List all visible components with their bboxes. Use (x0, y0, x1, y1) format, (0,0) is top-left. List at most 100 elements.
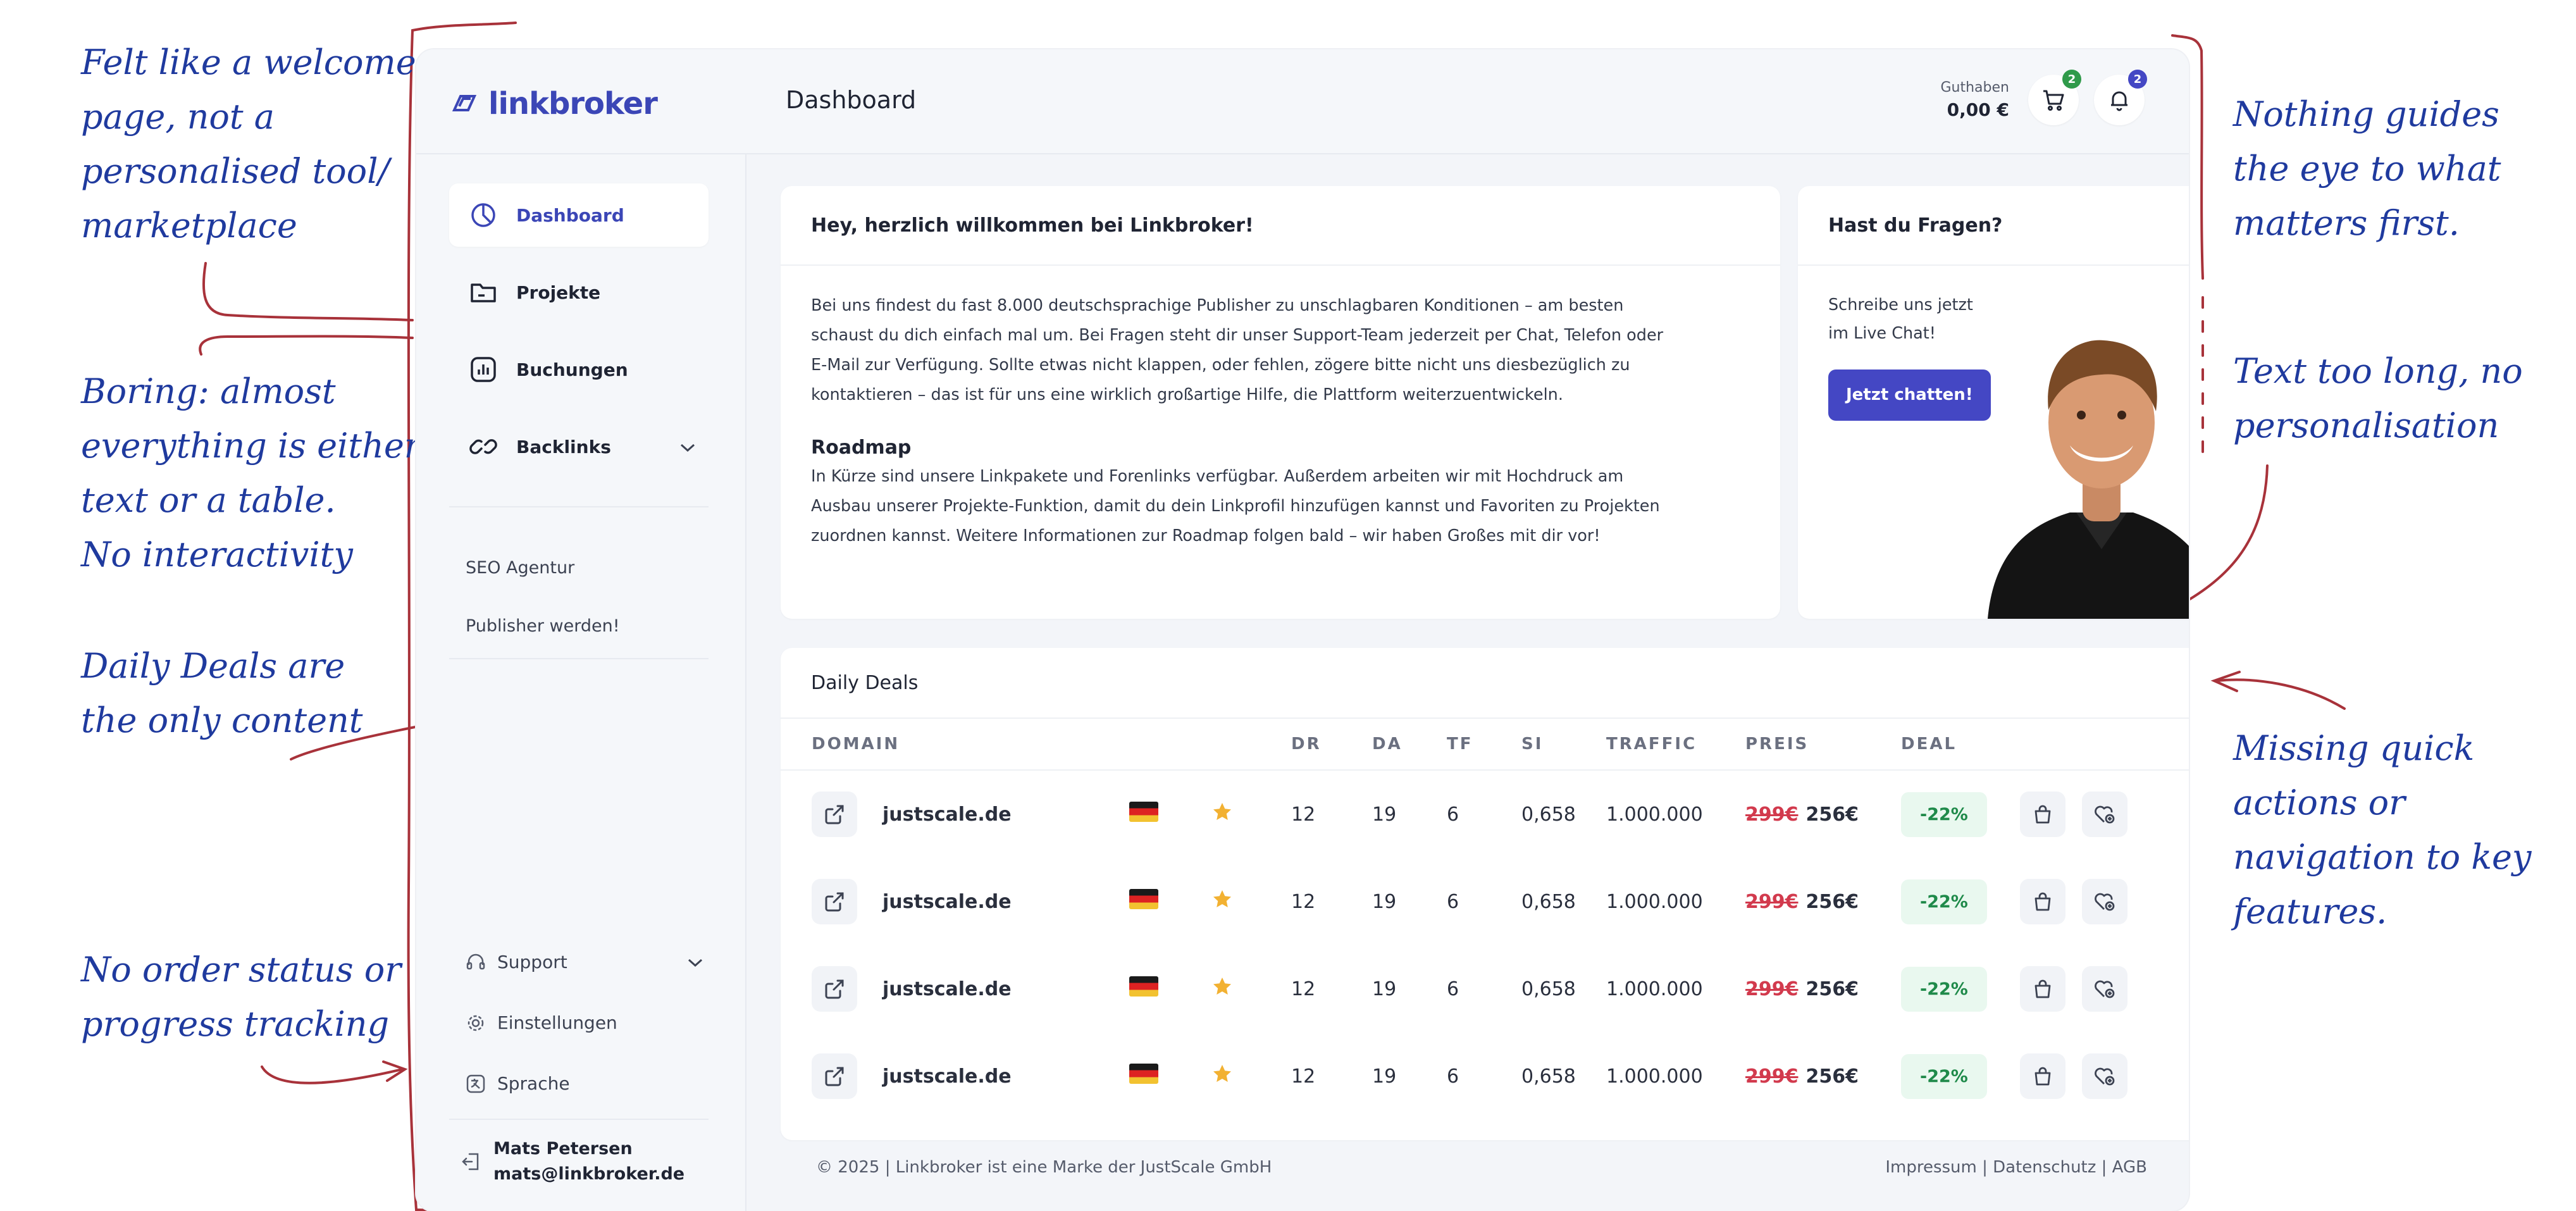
deal-price: 256€ (1805, 978, 1859, 1000)
old-price: 299€ (1745, 803, 1799, 826)
add-to-favorites-button[interactable] (2082, 879, 2127, 924)
old-price: 299€ (1745, 890, 1799, 913)
sidebar-item-label: Support (497, 952, 567, 972)
da-value: 19 (1372, 1065, 1397, 1088)
sidebar-item-sprache[interactable]: Sprache (466, 1073, 570, 1094)
discount-badge: -22% (1901, 966, 1987, 1012)
add-to-cart-button[interactable] (2020, 966, 2065, 1012)
open-external-button[interactable] (812, 792, 857, 837)
sidebar-divider (449, 1119, 709, 1120)
star-icon[interactable] (1211, 801, 1233, 823)
roadmap-title: Roadmap (811, 437, 912, 459)
dr-value: 12 (1291, 890, 1316, 913)
pie-chart-icon (466, 201, 501, 229)
annotation-note-guidance: Nothing guides the eye to what matters fir… (2233, 94, 2501, 243)
traffic-value: 1.000.000 (1606, 978, 1703, 1000)
column-header-tf: TF (1446, 717, 1521, 771)
traffic-value: 1.000.000 (1606, 803, 1703, 826)
discount-badge: -22% (1901, 1053, 1987, 1099)
user-email: mats@linkbroker.de (493, 1164, 685, 1184)
sidebar-link-seo-agentur[interactable]: SEO Agentur (466, 558, 575, 578)
add-to-favorites-button[interactable] (2082, 1053, 2127, 1099)
open-external-button[interactable] (812, 966, 857, 1012)
shopping-bag-icon (2034, 892, 2051, 911)
germany-flag-icon (1129, 802, 1158, 822)
logo[interactable]: linkbroker (449, 86, 658, 121)
sidebar-item-label: Buchungen (516, 359, 628, 380)
domain-name[interactable]: justscale.de (882, 1065, 1012, 1088)
sidebar-item-projekte[interactable]: Projekte (449, 261, 709, 324)
domain-name[interactable]: justscale.de (882, 890, 1012, 913)
add-to-cart-button[interactable] (2020, 1053, 2065, 1099)
germany-flag-icon (1129, 889, 1158, 909)
cart-button[interactable]: 2 (2028, 70, 2081, 125)
cart-icon (2043, 90, 2064, 111)
traffic-value: 1.000.000 (1606, 890, 1703, 913)
support-agent-photo (1988, 340, 2189, 619)
domain-name[interactable]: justscale.de (882, 803, 1012, 826)
gear-icon (468, 1015, 484, 1031)
domain-name[interactable]: justscale.de (882, 978, 1012, 1000)
logout-icon[interactable] (461, 1151, 482, 1172)
link-icon (466, 433, 501, 461)
heart-add-icon (2095, 980, 2115, 998)
language-icon (466, 1074, 485, 1093)
user-profile[interactable]: Mats Petersen mats@linkbroker.de (461, 1136, 684, 1187)
si-value: 0,658 (1521, 978, 1576, 1000)
sidebar-divider (449, 506, 709, 507)
column-header-preis: PREIS (1745, 717, 1900, 771)
column-header-da: DA (1372, 717, 1446, 771)
chevron-down-icon[interactable] (687, 952, 703, 972)
da-value: 19 (1372, 803, 1397, 826)
deal-price: 256€ (1805, 890, 1859, 913)
cart-count-badge: 2 (2062, 70, 2081, 89)
open-external-button[interactable] (812, 1053, 857, 1099)
external-link-icon (825, 892, 844, 912)
sidebar-item-support[interactable]: Support (466, 952, 703, 972)
support-card-title: Hast du Fragen? (1798, 186, 2189, 266)
balance: Guthaben 0,00 € (1941, 80, 2010, 120)
add-to-favorites-button[interactable] (2082, 966, 2127, 1012)
sidebar-item-backlinks[interactable]: Backlinks (449, 415, 709, 478)
star-icon[interactable] (1211, 976, 1233, 997)
sidebar-link-publisher-werden[interactable]: Publisher werden! (466, 616, 620, 636)
price-cell: 299€ 256€ (1745, 858, 1900, 945)
table-row: justscale.de 12 19 6 0,658 1.000.000 299… (781, 1033, 2189, 1120)
sidebar-item-einstellungen[interactable]: Einstellungen (466, 1012, 617, 1033)
chat-now-button[interactable]: Jetzt chatten! (1828, 370, 1991, 421)
welcome-card: Hey, herzlich willkommen bei Linkbroker!… (781, 186, 1780, 619)
external-link-icon (825, 1067, 844, 1086)
notification-count-badge: 2 (2128, 70, 2147, 89)
deals-table: DOMAIN DR DA TF SI TRAFFIC PREIS DEAL ju… (781, 717, 2189, 1120)
deals-table-header: DOMAIN DR DA TF SI TRAFFIC PREIS DEAL (781, 717, 2189, 771)
star-icon[interactable] (1211, 1063, 1233, 1084)
add-to-cart-button[interactable] (2020, 879, 2065, 924)
add-to-cart-button[interactable] (2020, 792, 2065, 837)
sidebar-item-buchungen[interactable]: Buchungen (449, 338, 709, 401)
germany-flag-icon (1129, 976, 1158, 997)
column-header-deal: DEAL (1900, 717, 2019, 771)
support-text: Schreibe uns jetzt im Live Chat! (1828, 295, 1973, 343)
footer-links[interactable]: Impressum | Datenschutz | AGB (1885, 1158, 2147, 1177)
table-row: justscale.de 12 19 6 0,658 1.000.000 299… (781, 770, 2189, 858)
table-row: justscale.de 12 19 6 0,658 1.000.000 299… (781, 945, 2189, 1033)
add-to-favorites-button[interactable] (2082, 792, 2127, 837)
si-value: 0,658 (1521, 890, 1576, 913)
chevron-down-icon[interactable] (679, 437, 696, 457)
sidebar: linkbroker Dashboard Projekte Buchungen (416, 49, 746, 1211)
sidebar-item-dashboard[interactable]: Dashboard (449, 183, 709, 247)
notifications-button[interactable]: 2 (2094, 70, 2147, 125)
bar-chart-icon (466, 356, 501, 383)
header: Dashboard Guthaben 0,00 € 2 2 (745, 49, 2189, 154)
tf-value: 6 (1447, 890, 1459, 913)
star-icon[interactable] (1211, 888, 1233, 910)
open-external-button[interactable] (812, 879, 857, 924)
annotation-note-quick-actions: Missing quick actions or navigation to key… (2233, 728, 2532, 931)
heart-add-icon (2095, 893, 2115, 911)
copyright-text: © 2025 | Linkbroker ist eine Marke der J… (816, 1158, 1272, 1177)
price-cell: 299€ 256€ (1745, 1033, 1900, 1120)
annotation-note-welcome: Felt like a welcome page, not a personalis… (81, 42, 416, 245)
tf-value: 6 (1447, 803, 1459, 826)
app-window: linkbroker Dashboard Projekte Buchungen (416, 49, 2189, 1211)
welcome-text: Bei uns findest du fast 8.000 deutschspr… (781, 266, 1780, 551)
